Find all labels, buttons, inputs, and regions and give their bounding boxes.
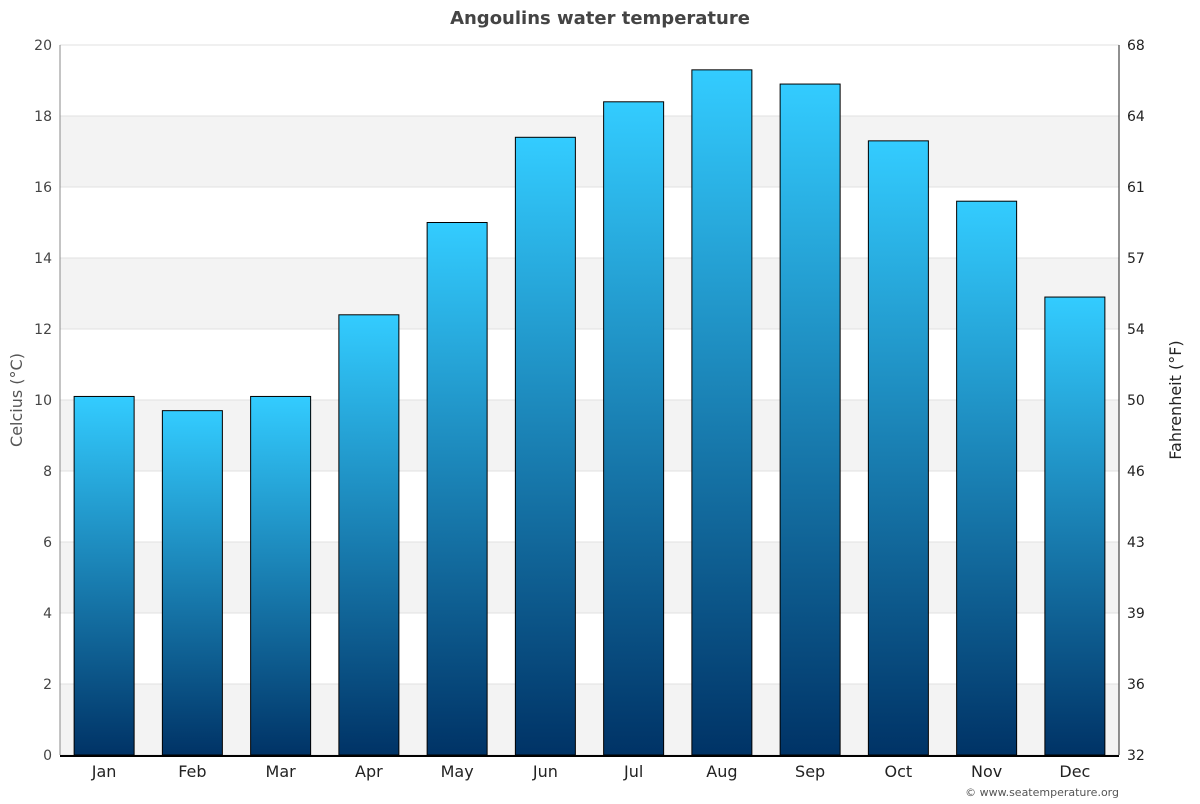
- x-tick-label: Dec: [1059, 762, 1090, 781]
- grid-band: [60, 400, 1119, 471]
- x-tick-label: Nov: [971, 762, 1002, 781]
- bar-mar[interactable]: [250, 395, 312, 756]
- y-tick-label-right: 61: [1127, 180, 1145, 196]
- x-tick-label: Sep: [795, 762, 825, 781]
- y-tick-label-right: 39: [1127, 606, 1145, 622]
- bar-dec[interactable]: [1044, 296, 1106, 756]
- y-tick-label-left: 8: [43, 464, 52, 480]
- bar-jan[interactable]: [73, 395, 135, 756]
- y-axis-label-left: Celcius (°C): [7, 353, 26, 447]
- x-tick-label: May: [441, 762, 474, 781]
- bar-jul[interactable]: [603, 101, 665, 756]
- grid-band: [60, 542, 1119, 613]
- bar-apr[interactable]: [338, 314, 400, 756]
- x-tick-label: Feb: [178, 762, 206, 781]
- y-tick-label-left: 12: [34, 322, 52, 338]
- y-tick-label-left: 16: [34, 180, 52, 196]
- y-tick-label-left: 10: [34, 393, 52, 409]
- y-tick-label-left: 18: [34, 109, 52, 125]
- bar-sep[interactable]: [779, 83, 841, 756]
- y-tick-label-right: 50: [1127, 393, 1145, 409]
- y-tick-label-right: 64: [1127, 109, 1145, 125]
- y-axis-label-right: Fahrenheit (°F): [1166, 340, 1185, 459]
- bar-oct[interactable]: [867, 140, 929, 756]
- grid-band: [60, 258, 1119, 329]
- y-tick-label-left: 6: [43, 535, 52, 551]
- y-tick-label-left: 20: [34, 38, 52, 54]
- y-tick-label-right: 57: [1127, 251, 1145, 267]
- bar-feb[interactable]: [161, 410, 223, 756]
- bar-may[interactable]: [426, 222, 488, 756]
- y-tick-label-right: 54: [1127, 322, 1145, 338]
- y-tick-label-right: 36: [1127, 677, 1145, 693]
- grid-band: [60, 116, 1119, 187]
- x-tick-label: Apr: [355, 762, 383, 781]
- x-tick-label: Mar: [266, 762, 297, 781]
- x-tick-label: Jun: [532, 762, 558, 781]
- y-tick-label-right: 43: [1127, 535, 1145, 551]
- x-tick-label: Jul: [623, 762, 643, 781]
- y-tick-label-right: 32: [1127, 748, 1145, 764]
- bar-aug[interactable]: [691, 69, 753, 756]
- y-tick-label-left: 0: [43, 748, 52, 764]
- y-tick-label-left: 2: [43, 677, 52, 693]
- credit-link[interactable]: © www.seatemperature.org: [965, 786, 1119, 799]
- y-tick-label-right: 68: [1127, 38, 1145, 54]
- x-tick-label: Aug: [706, 762, 737, 781]
- y-tick-label-right: 46: [1127, 464, 1145, 480]
- grid-band: [60, 684, 1119, 755]
- bar-nov[interactable]: [956, 200, 1018, 756]
- bar-jun[interactable]: [514, 136, 576, 756]
- x-tick-label: Oct: [885, 762, 913, 781]
- chart-title: Angoulins water temperature: [450, 8, 750, 29]
- y-tick-label-left: 4: [43, 606, 52, 622]
- y-tick-label-left: 14: [34, 251, 52, 267]
- x-tick-label: Jan: [91, 762, 117, 781]
